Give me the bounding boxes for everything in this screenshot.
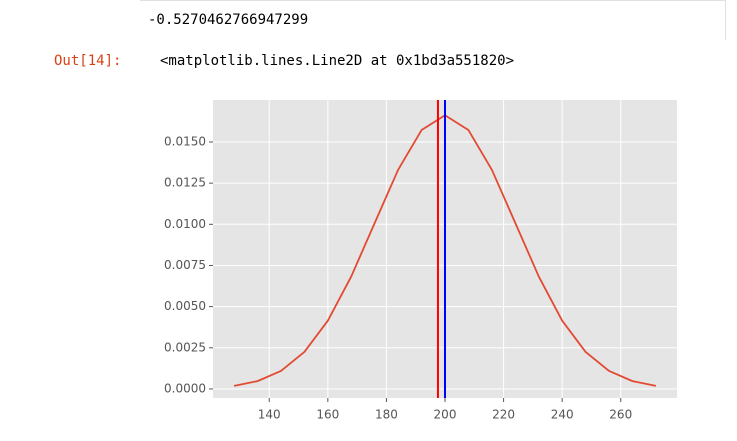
x-tick-label: 160 — [316, 408, 339, 422]
y-tick-label: 0.0000 — [164, 381, 206, 395]
cell-border — [725, 0, 726, 40]
x-tick-label: 240 — [551, 408, 574, 422]
y-tick-label: 0.0075 — [164, 258, 206, 272]
x-tick-label: 180 — [375, 408, 398, 422]
y-tick-label: 0.0025 — [164, 340, 206, 354]
x-tick-label: 260 — [609, 408, 632, 422]
x-tick-label: 140 — [258, 408, 281, 422]
stdout: -0.5270462766947299 — [148, 12, 309, 28]
out-result: <matplotlib.lines.Line2D at 0x1bd3a55182… — [160, 53, 515, 69]
x-tick-label: 220 — [492, 408, 515, 422]
cell-border — [140, 0, 725, 1]
y-tick-label: 0.0050 — [164, 299, 206, 313]
y-tick-label: 0.0150 — [164, 134, 206, 148]
x-tick-label: 200 — [434, 408, 457, 422]
y-tick-label: 0.0100 — [164, 217, 206, 231]
y-tick-label: 0.0125 — [164, 176, 206, 190]
out-prompt: Out[14]: — [54, 53, 122, 69]
